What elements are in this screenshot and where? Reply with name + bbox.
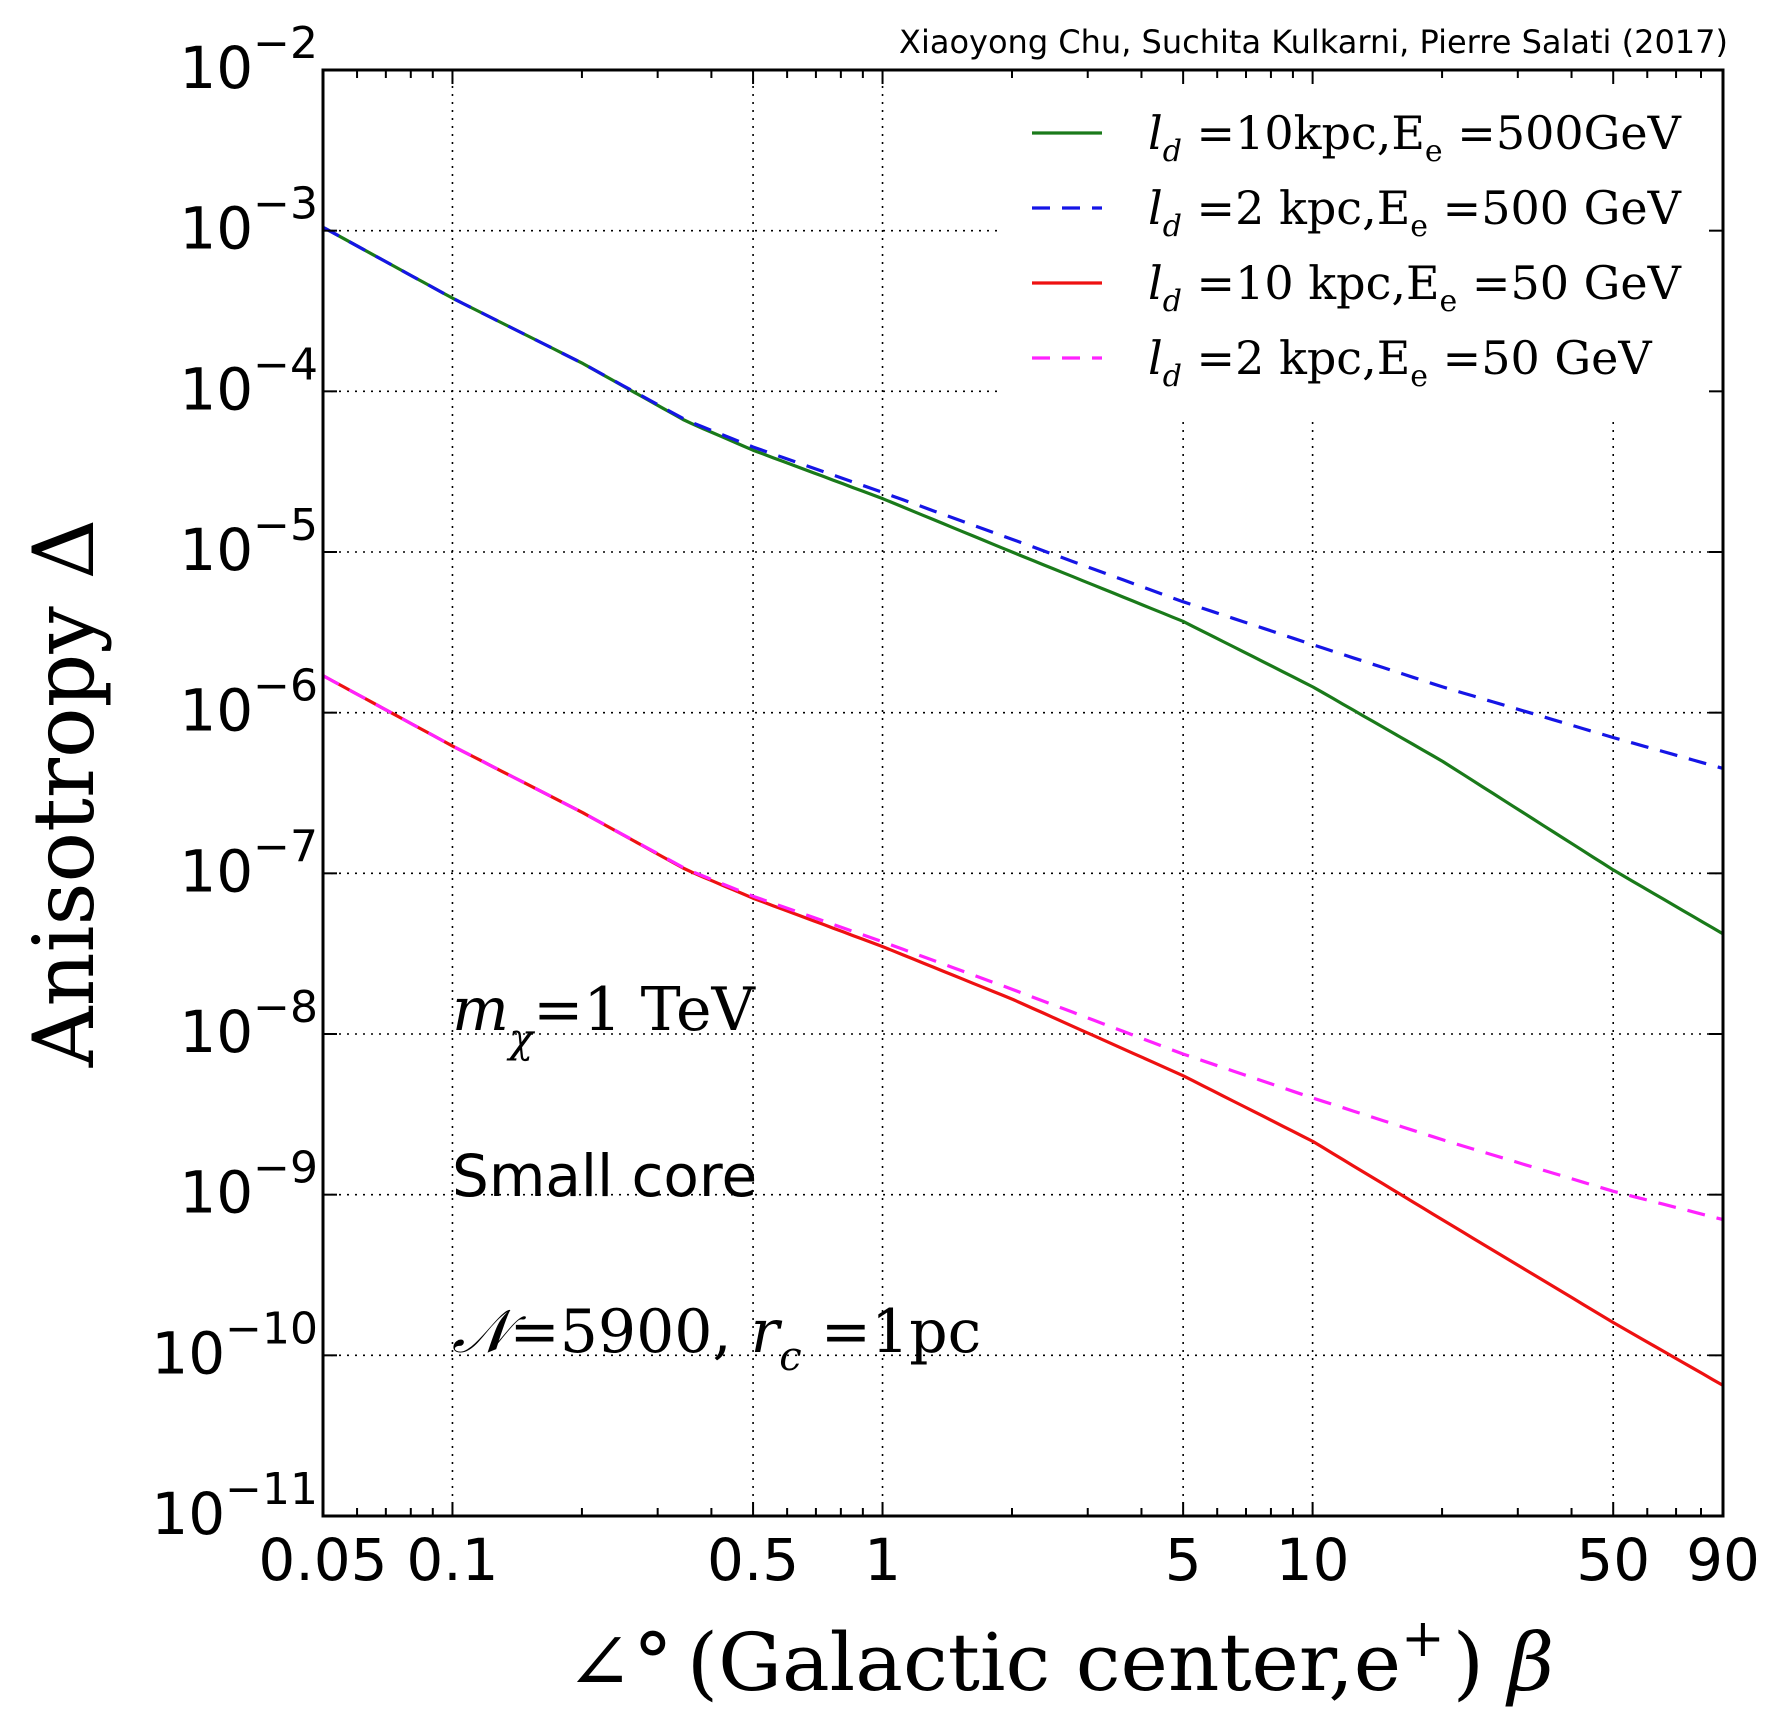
annotation-mass-value: =1 TeV <box>533 975 756 1045</box>
legend-mid: =10 kpc,E <box>1182 256 1440 310</box>
annotation-n-value: =5900, <box>509 1297 750 1367</box>
legend-e-subscript: e <box>1440 284 1458 319</box>
y-tick-label: 10−9 <box>179 1143 318 1227</box>
y-tick-label: 10−5 <box>179 500 318 584</box>
y-tick-exponent: −10 <box>225 1303 318 1354</box>
y-tick-label: 10−11 <box>151 1464 318 1548</box>
legend-d-subscript: d <box>1163 284 1182 319</box>
x-axis-label-sup: + <box>1401 1609 1445 1669</box>
y-tick-base: 10 <box>179 355 253 423</box>
x-tick-label: 0.5 <box>707 1526 799 1594</box>
y-tick-exponent: −11 <box>225 1464 318 1515</box>
series-line-1 <box>322 225 1724 936</box>
y-tick-exponent: −7 <box>253 821 318 872</box>
legend-l-symbol: l <box>1148 256 1163 310</box>
series-line-3 <box>322 674 1724 1387</box>
y-tick-base: 10 <box>151 1319 225 1387</box>
legend-tail: =50 GeV <box>1457 256 1681 310</box>
x-tick-label: 0.1 <box>406 1526 498 1594</box>
legend-e-subscript: e <box>1410 209 1428 244</box>
legend-e-subscript: e <box>1425 134 1443 169</box>
y-tick-base: 10 <box>179 998 253 1066</box>
x-tick-labels: 0.05 0.1 0.5 1 5 10 50 90 <box>258 1526 1759 1594</box>
y-axis-label: Anisotropy Δ <box>15 519 113 1068</box>
legend-label: ld =10kpc,Ee =500GeV <box>1148 106 1682 169</box>
y-tick-base: 10 <box>151 1480 225 1548</box>
annotation-r-subscript: c <box>779 1334 801 1380</box>
annotation-r-value: =1pc <box>802 1297 982 1367</box>
x-tick-label: 90 <box>1686 1526 1760 1594</box>
series-line-2 <box>322 225 1724 770</box>
x-tick-label: 10 <box>1276 1526 1350 1594</box>
y-tick-label: 10−6 <box>179 661 318 745</box>
x-tick-label: 5 <box>1165 1526 1202 1594</box>
annotation-mass-symbol: m <box>452 975 509 1045</box>
legend-label: ld =2 kpc,Ee =500 GeV <box>1148 181 1682 244</box>
y-tick-label: 10−2 <box>179 18 318 102</box>
y-tick-exponent: −2 <box>253 18 318 69</box>
legend-mid: =2 kpc,E <box>1182 331 1410 385</box>
annotation-profile: Small core <box>452 1142 757 1210</box>
x-axis-label-angle: ∠° <box>566 1616 673 1709</box>
legend-mid: =10kpc,E <box>1182 106 1425 160</box>
y-tick-labels: 10−210−310−410−510−610−710−810−910−1010−… <box>151 18 318 1548</box>
x-axis-label-close: ) <box>1453 1616 1484 1709</box>
annotation-params: 𝒩=5900, rc =1pc <box>452 1297 981 1380</box>
plot-frame <box>321 68 1725 1518</box>
legend-d-subscript: d <box>1163 134 1182 169</box>
x-axis-label: ∠° (Galactic center,e+) β <box>566 1609 1554 1709</box>
y-tick-base: 10 <box>179 1159 253 1227</box>
y-tick-exponent: −8 <box>253 982 318 1033</box>
grid-lines <box>323 70 1723 1516</box>
x-axis-label-symbol: β <box>1505 1616 1554 1709</box>
y-tick-label: 10−7 <box>179 821 318 905</box>
y-tick-exponent: −5 <box>253 500 318 551</box>
x-axis-label-text: (Galactic center,e <box>687 1616 1401 1709</box>
y-tick-label: 10−8 <box>179 982 318 1066</box>
y-tick-exponent: −9 <box>253 1143 318 1194</box>
y-tick-exponent: −6 <box>253 661 318 712</box>
legend-l-symbol: l <box>1148 181 1163 235</box>
legend-d-subscript: d <box>1163 359 1182 394</box>
y-tick-base: 10 <box>179 837 253 905</box>
legend-d-subscript: d <box>1163 209 1182 244</box>
annotation-r-symbol: r <box>751 1297 783 1367</box>
y-tick-base: 10 <box>179 516 253 584</box>
y-tick-base: 10 <box>179 677 253 745</box>
x-tick-label: 1 <box>864 1526 901 1594</box>
legend-l-symbol: l <box>1148 106 1163 160</box>
y-tick-label: 10−3 <box>179 179 318 263</box>
legend-tail: =500 GeV <box>1428 181 1682 235</box>
y-tick-label: 10−10 <box>151 1303 318 1387</box>
y-tick-exponent: −4 <box>253 339 318 390</box>
chart-credit: Xiaoyong Chu, Suchita Kulkarni, Pierre S… <box>899 23 1728 61</box>
legend-e-subscript: e <box>1410 359 1428 394</box>
annotation-mass-subscript: χ <box>506 1016 536 1062</box>
x-tick-label: 50 <box>1576 1526 1650 1594</box>
y-tick-base: 10 <box>179 195 253 263</box>
y-tick-exponent: −3 <box>253 179 318 230</box>
legend-label: ld =2 kpc,Ee =50 GeV <box>1148 331 1652 394</box>
annotation-mass: mχ=1 TeV <box>452 975 757 1062</box>
legend-mid: =2 kpc,E <box>1182 181 1410 235</box>
y-tick-base: 10 <box>179 34 253 102</box>
y-tick-label: 10−4 <box>179 339 318 423</box>
legend-tail: =50 GeV <box>1428 331 1652 385</box>
legend-tail: =500GeV <box>1443 106 1682 160</box>
series-line-4 <box>322 674 1724 1222</box>
legend-l-symbol: l <box>1148 331 1163 385</box>
legend-label: ld =10 kpc,Ee =50 GeV <box>1148 256 1682 319</box>
x-tick-label: 0.05 <box>258 1526 387 1594</box>
data-series <box>322 225 1724 1387</box>
